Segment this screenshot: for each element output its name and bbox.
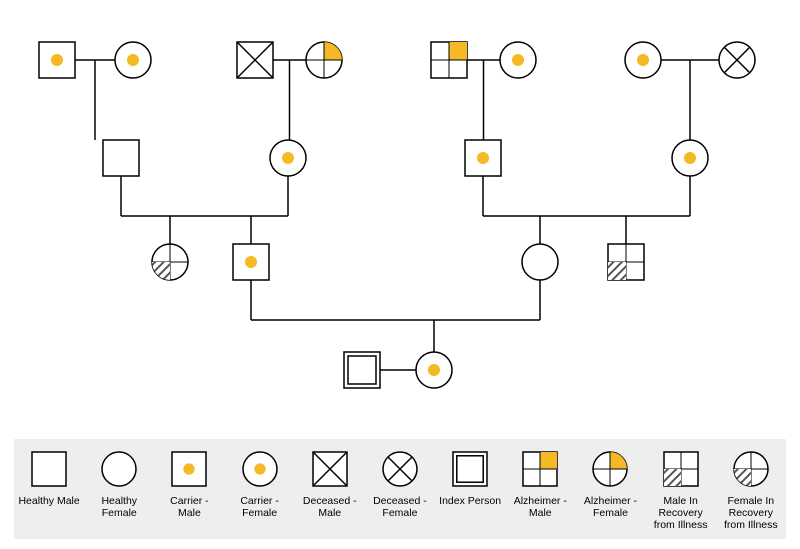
node-alz (523, 452, 557, 486)
legend-label: Carrier - Male (158, 495, 220, 519)
node-index (453, 452, 487, 486)
pedigree-svg (0, 0, 800, 430)
legend-label: Carrier - Female (229, 495, 291, 519)
legend-label: Alzheimer - Female (579, 495, 641, 519)
node-recovery_m (664, 452, 698, 486)
legend-label: Index Person (439, 495, 501, 507)
node-carrier (39, 42, 75, 78)
legend-item: Carrier - Male (158, 449, 220, 519)
node-deceased (237, 42, 273, 78)
legend-label: Deceased - Male (299, 495, 361, 519)
node-alz (306, 42, 342, 78)
legend-panel: Healthy Male Healthy Female Carrier - Male… (14, 439, 786, 539)
node-recovery_m (608, 244, 644, 280)
node-carrier (270, 140, 306, 176)
legend-label: Alzheimer - Male (509, 495, 571, 519)
node-carrier (243, 452, 277, 486)
node-healthy (32, 452, 66, 486)
node-healthy (102, 452, 136, 486)
node-index (344, 352, 380, 388)
legend-label: Deceased - Female (369, 495, 431, 519)
node-alz (593, 452, 627, 486)
node-carrier (115, 42, 151, 78)
node-recovery_f (152, 244, 188, 280)
node-carrier (500, 42, 536, 78)
legend-label: Male In Recovery from Illness (650, 495, 712, 531)
legend-item: Carrier - Female (229, 449, 291, 519)
legend-label: Healthy Female (88, 495, 150, 519)
node-healthy (103, 140, 139, 176)
node-carrier (172, 452, 206, 486)
node-healthy (522, 244, 558, 280)
legend-item: Healthy Female (88, 449, 150, 519)
node-carrier (672, 140, 708, 176)
legend-label: Female In Recovery from Illness (720, 495, 782, 531)
legend-item: Deceased - Male (299, 449, 361, 519)
node-deceased (719, 42, 755, 78)
legend-item: Male In Recovery from Illness (650, 449, 712, 531)
legend-item: Healthy Male (18, 449, 80, 507)
node-deceased (383, 452, 417, 486)
legend-item: Index Person (439, 449, 501, 507)
legend-item: Female In Recovery from Illness (720, 449, 782, 531)
legend-item: Deceased - Female (369, 449, 431, 519)
node-carrier (465, 140, 501, 176)
node-recovery_f (734, 452, 768, 486)
legend-item: Alzheimer - Male (509, 449, 571, 519)
legend-label: Healthy Male (18, 495, 79, 507)
node-alz (431, 42, 467, 78)
node-carrier (416, 352, 452, 388)
node-carrier (233, 244, 269, 280)
node-carrier (625, 42, 661, 78)
legend-item: Alzheimer - Female (579, 449, 641, 519)
node-deceased (313, 452, 347, 486)
